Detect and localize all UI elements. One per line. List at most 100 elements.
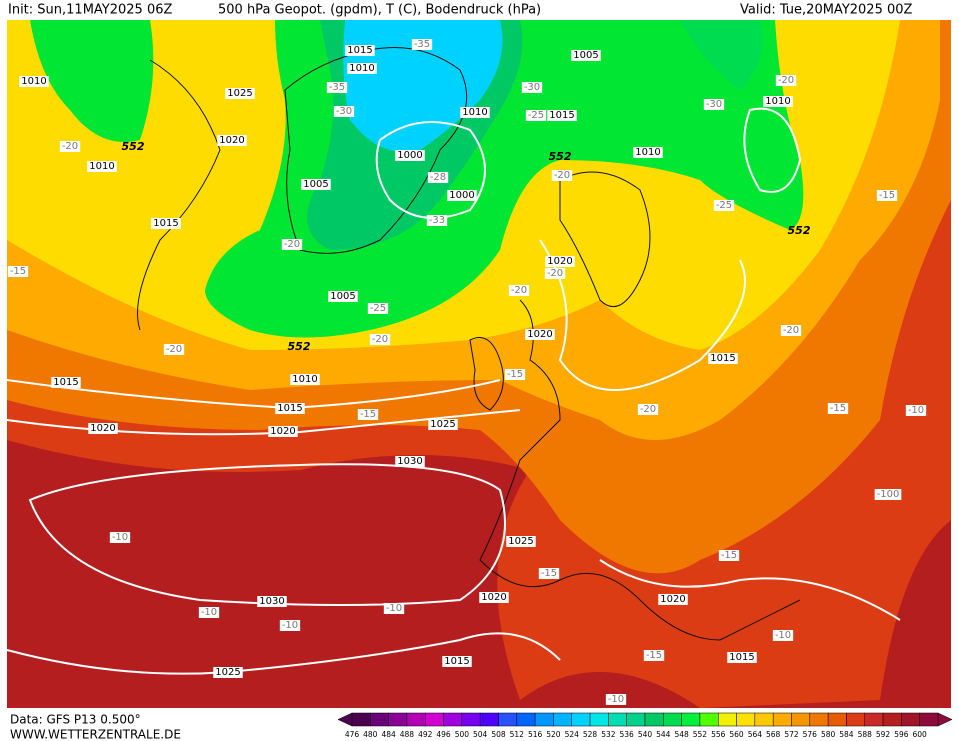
temperature-label-box — [508, 285, 530, 296]
colorbar-label: 492 — [418, 730, 433, 739]
temperature-label: -20 — [166, 344, 182, 355]
pressure-label-box — [275, 403, 305, 414]
temperature-label: -35 — [329, 82, 345, 93]
colorbar-label: 528 — [583, 730, 598, 739]
colorbar-label: 488 — [400, 730, 415, 739]
temperature-label-box — [718, 550, 740, 561]
pressure-label-box — [727, 652, 757, 663]
pressure-label: 1020 — [219, 135, 244, 146]
temperature-label-box — [427, 172, 449, 183]
pressure-label-box — [479, 592, 509, 603]
pressure-label-box — [217, 135, 247, 146]
pressure-label: 1025 — [430, 419, 455, 430]
pressure-label-box — [708, 353, 738, 364]
colorbar-swatch — [882, 712, 902, 727]
colorbar-label: 524 — [565, 730, 580, 739]
pressure-label-box — [571, 50, 601, 61]
pressure-label: 1005 — [573, 50, 598, 61]
pressure-label-box — [395, 456, 425, 467]
colorbar-label: 540 — [638, 730, 653, 739]
pressure-label-box — [328, 291, 358, 302]
colorbar-label: 532 — [601, 730, 616, 739]
pressure-label-box — [301, 179, 331, 190]
field-544 — [680, 20, 763, 90]
pressure-label: 1025 — [508, 536, 533, 547]
colorbar-swatch — [736, 712, 756, 727]
colorbar-label: 552 — [693, 730, 708, 739]
pressure-label: 1010 — [635, 147, 660, 158]
colorbar-label: 572 — [784, 730, 799, 739]
temperature-label-box — [326, 82, 348, 93]
colorbar-swatch — [461, 712, 481, 727]
pressure-label-box — [87, 161, 117, 172]
colorbar-swatch — [534, 712, 554, 727]
pressure-label: 1015 — [277, 403, 302, 414]
colorbar-label: 480 — [363, 730, 378, 739]
colorbar-swatch — [589, 712, 609, 727]
temperature-label-box — [383, 603, 405, 614]
colorbar-label: 592 — [876, 730, 891, 739]
colorbar-swatch — [608, 712, 627, 727]
colorbar-swatch — [663, 712, 682, 727]
scandinavia-coast — [559, 171, 651, 308]
pressure-label: 1015 — [153, 218, 178, 229]
pressure-label-box — [290, 374, 320, 385]
colorbar-label: 536 — [620, 730, 635, 739]
init-time: Init: Sun,11MAY2025 06Z — [8, 3, 172, 18]
pressure-label: 1015 — [710, 353, 735, 364]
temperature-label-box — [876, 190, 898, 201]
website: WWW.WETTERZENTRALE.DE — [10, 728, 181, 741]
pressure-label-box — [151, 218, 181, 229]
temperature-label-box — [367, 303, 389, 314]
temperature-label-box — [772, 630, 794, 641]
pressure-label: 1020 — [660, 594, 685, 605]
pressure-label-box — [213, 667, 243, 678]
colorbar-swatch — [351, 712, 371, 727]
temperature-label: -15 — [879, 190, 895, 201]
temperature-label: -20 — [511, 285, 527, 296]
pressure-label-box — [19, 76, 49, 87]
colorbar-label: 504 — [473, 730, 488, 739]
colorbar-label: 512 — [510, 730, 525, 739]
pressure-label: 1020 — [481, 592, 506, 603]
temperature-label: -100 — [877, 489, 900, 500]
temperature-label-box — [780, 325, 802, 336]
height-label: 552 — [549, 150, 572, 163]
temperature-label: -10 — [201, 607, 217, 618]
temperature-label: -25 — [528, 110, 544, 121]
pressure-label: 1020 — [527, 329, 552, 340]
data-source: Data: GFS P13 0.500° — [10, 713, 141, 727]
colorbar-label: 520 — [546, 730, 561, 739]
pressure-label: 1030 — [397, 456, 422, 467]
temperature-label: -15 — [541, 568, 557, 579]
pressure-label: 1010 — [349, 63, 374, 74]
temperature-label-box — [713, 200, 735, 211]
pressure-label: 1010 — [89, 161, 114, 172]
temperature-label: -10 — [112, 532, 128, 543]
pressure-label-box — [225, 88, 255, 99]
isobar — [599, 559, 901, 621]
temperature-label-box — [7, 266, 29, 277]
colorbar-label: 568 — [766, 730, 781, 739]
pressure-label-box — [442, 656, 472, 667]
temperature-label: -30 — [336, 106, 352, 117]
pressure-label-box — [547, 110, 577, 121]
temperature-label-box — [109, 532, 131, 543]
colorbar-swatch — [626, 712, 646, 727]
colorbar-swatch — [516, 712, 536, 727]
temperature-label: -35 — [414, 39, 430, 50]
pressure-label-box — [51, 377, 81, 388]
pressure-label-box — [763, 96, 793, 107]
pressure-label-box — [525, 329, 555, 340]
pressure-label: 1015 — [53, 377, 78, 388]
temperature-label-box — [643, 650, 665, 661]
field-524 — [343, 20, 503, 152]
colorbar-label: 544 — [656, 730, 671, 739]
isobar — [539, 239, 746, 391]
temperature-label-box — [525, 110, 547, 121]
colorbar-swatch — [681, 712, 701, 727]
temperature-label: -20 — [783, 325, 799, 336]
pressure-label-box — [658, 594, 688, 605]
colorbar-label: 596 — [894, 730, 909, 739]
